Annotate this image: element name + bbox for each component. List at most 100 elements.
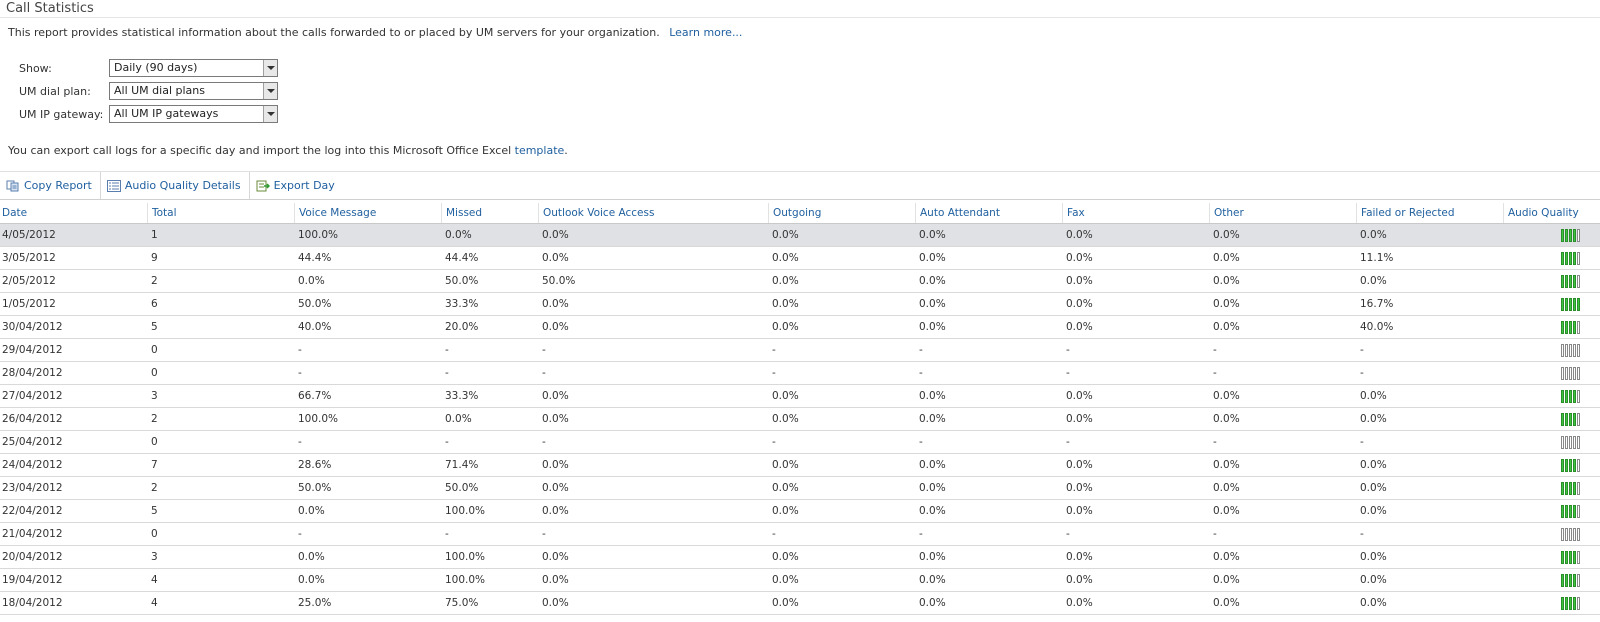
cell-other: 0.0%: [1213, 551, 1240, 563]
cell-other: 0.0%: [1213, 298, 1240, 310]
cell-other: 0.0%: [1213, 413, 1240, 425]
table-row[interactable]: 26/04/2012 2 100.0% 0.0% 0.0% 0.0% 0.0% 0.0% 0.0…: [0, 408, 1600, 431]
quality-bar: [1561, 229, 1564, 242]
cell-outlook-voice-access: 0.0%: [542, 574, 569, 586]
quality-bar: [1561, 505, 1564, 518]
export-icon: [256, 180, 270, 191]
table-row[interactable]: 4/05/2012 1 100.0% 0.0% 0.0% 0.0% 0.0% 0.0% 0.0%…: [0, 224, 1600, 247]
export-note-suffix: .: [564, 144, 568, 157]
gateway-select[interactable]: All UM IP gateways: [109, 105, 278, 123]
column-header-auto-attendant[interactable]: Auto Attendant: [915, 203, 1062, 223]
chevron-down-icon[interactable]: [263, 83, 277, 99]
quality-bar: [1577, 229, 1580, 242]
copy-report-button[interactable]: Copy Report: [0, 172, 101, 199]
cell-date: 20/04/2012: [2, 551, 63, 563]
show-select[interactable]: Daily (90 days): [109, 59, 278, 77]
cell-audio-quality: [1503, 431, 1600, 453]
template-link[interactable]: template: [514, 144, 565, 157]
quality-bar: [1565, 436, 1568, 449]
table-row[interactable]: 2/05/2012 2 0.0% 50.0% 50.0% 0.0% 0.0% 0.0% 0.0%…: [0, 270, 1600, 293]
table-row[interactable]: 20/04/2012 3 0.0% 100.0% 0.0% 0.0% 0.0% 0.0% 0.0…: [0, 546, 1600, 569]
chevron-down-icon[interactable]: [263, 106, 277, 122]
audio-quality-details-label: Audio Quality Details: [124, 179, 241, 192]
cell-voice-message: 25.0%: [298, 597, 332, 609]
cell-outlook-voice-access: 0.0%: [542, 413, 569, 425]
table-row[interactable]: 22/04/2012 5 0.0% 100.0% 0.0% 0.0% 0.0% 0.0% 0.0…: [0, 500, 1600, 523]
column-header-voice-message[interactable]: Voice Message: [294, 203, 441, 223]
column-header-fax[interactable]: Fax: [1062, 203, 1209, 223]
audio-quality-meter-icon: [1561, 275, 1581, 289]
cell-missed: -: [445, 367, 449, 379]
quality-bar: [1565, 252, 1568, 265]
audio-quality-meter-icon: [1561, 321, 1581, 335]
audio-quality-meter-icon: [1561, 551, 1581, 565]
quality-bar: [1573, 436, 1576, 449]
cell-date: 29/04/2012: [2, 344, 63, 356]
cell-outlook-voice-access: -: [542, 436, 546, 448]
column-header-outlook-voice-access[interactable]: Outlook Voice Access: [538, 203, 768, 223]
table-row[interactable]: 18/04/2012 4 25.0% 75.0% 0.0% 0.0% 0.0% 0.0% 0.0…: [0, 592, 1600, 615]
column-header-total[interactable]: Total: [147, 203, 294, 223]
table-row[interactable]: 1/05/2012 6 50.0% 33.3% 0.0% 0.0% 0.0% 0.0% 0.0%…: [0, 293, 1600, 316]
audio-quality-meter-icon: [1561, 482, 1581, 496]
cell-voice-message: 66.7%: [298, 390, 332, 402]
cell-missed: 100.0%: [445, 551, 486, 563]
column-header-failed-or-rejected[interactable]: Failed or Rejected: [1356, 203, 1503, 223]
cell-missed: -: [445, 344, 449, 356]
cell-total: 1: [151, 229, 158, 241]
cell-other: 0.0%: [1213, 459, 1240, 471]
filter-show-row: Show: Daily (90 days): [19, 59, 278, 77]
table-row[interactable]: 21/04/2012 0 - - - - - - - -: [0, 523, 1600, 546]
table-row[interactable]: 3/05/2012 9 44.4% 44.4% 0.0% 0.0% 0.0% 0.0% 0.0%…: [0, 247, 1600, 270]
table-row[interactable]: 24/04/2012 7 28.6% 71.4% 0.0% 0.0% 0.0% 0.0% 0.0…: [0, 454, 1600, 477]
quality-bar: [1569, 413, 1572, 426]
quality-bar: [1561, 390, 1564, 403]
chevron-down-icon[interactable]: [263, 60, 277, 76]
table-row[interactable]: 28/04/2012 0 - - - - - - - -: [0, 362, 1600, 385]
table-row[interactable]: 27/04/2012 3 66.7% 33.3% 0.0% 0.0% 0.0% 0.0% 0.0…: [0, 385, 1600, 408]
cell-outgoing: 0.0%: [772, 459, 799, 471]
column-header-outgoing[interactable]: Outgoing: [768, 203, 915, 223]
cell-outgoing: 0.0%: [772, 298, 799, 310]
cell-outgoing: 0.0%: [772, 275, 799, 287]
audio-quality-meter-icon: [1561, 367, 1581, 381]
quality-bar: [1561, 482, 1564, 495]
cell-outgoing: 0.0%: [772, 597, 799, 609]
cell-audio-quality: [1503, 408, 1600, 430]
quality-bar: [1569, 229, 1572, 242]
learn-more-link[interactable]: Learn more...: [669, 26, 743, 39]
cell-fax: 0.0%: [1066, 298, 1093, 310]
cell-total: 0: [151, 528, 158, 540]
table-row[interactable]: 19/04/2012 4 0.0% 100.0% 0.0% 0.0% 0.0% 0.0% 0.0…: [0, 569, 1600, 592]
cell-audio-quality: [1503, 592, 1600, 614]
dial-plan-select[interactable]: All UM dial plans: [109, 82, 278, 100]
column-header-missed[interactable]: Missed: [441, 203, 538, 223]
quality-bar: [1577, 390, 1580, 403]
quality-bar: [1577, 459, 1580, 472]
cell-audio-quality: [1503, 454, 1600, 476]
cell-outgoing: 0.0%: [772, 321, 799, 333]
quality-bar: [1561, 574, 1564, 587]
cell-missed: 0.0%: [445, 413, 472, 425]
copy-report-label: Copy Report: [24, 179, 92, 192]
table-row[interactable]: 29/04/2012 0 - - - - - - - -: [0, 339, 1600, 362]
export-day-button[interactable]: Export Day: [250, 172, 343, 199]
table-row[interactable]: 30/04/2012 5 40.0% 20.0% 0.0% 0.0% 0.0% 0.0% 0.0…: [0, 316, 1600, 339]
cell-auto-attendant: 0.0%: [919, 574, 946, 586]
table-row[interactable]: 23/04/2012 2 50.0% 50.0% 0.0% 0.0% 0.0% 0.0% 0.0…: [0, 477, 1600, 500]
cell-failed-or-rejected: 0.0%: [1360, 574, 1387, 586]
cell-voice-message: 0.0%: [298, 551, 325, 563]
column-header-audio-quality[interactable]: Audio Quality: [1503, 203, 1600, 223]
cell-outlook-voice-access: 0.0%: [542, 597, 569, 609]
cell-total: 7: [151, 459, 158, 471]
table-row[interactable]: 25/04/2012 0 - - - - - - - -: [0, 431, 1600, 454]
cell-date: 27/04/2012: [2, 390, 63, 402]
cell-auto-attendant: 0.0%: [919, 390, 946, 402]
column-header-date[interactable]: Date: [2, 207, 28, 219]
quality-bar: [1577, 551, 1580, 564]
quality-bar: [1569, 597, 1572, 610]
cell-fax: 0.0%: [1066, 229, 1093, 241]
column-header-other[interactable]: Other: [1209, 203, 1356, 223]
cell-missed: 33.3%: [445, 298, 479, 310]
audio-quality-details-button[interactable]: Audio Quality Details: [101, 172, 250, 199]
